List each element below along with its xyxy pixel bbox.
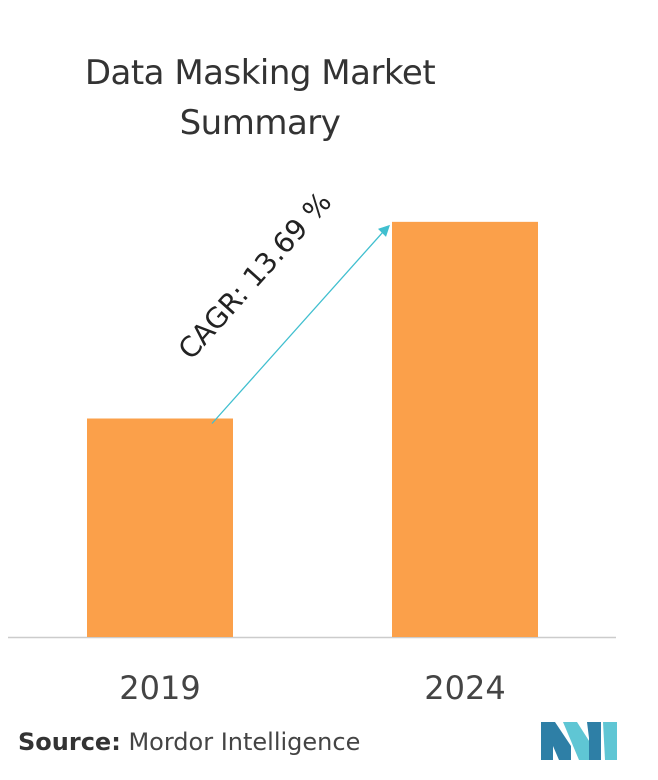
bar-chart: 2019 2024 CAGR: 13.69 % [8, 186, 616, 707]
x-tick-label-2024: 2024 [424, 669, 505, 707]
cagr-arrow-head [378, 224, 390, 237]
chart-title-line2: Summary [179, 103, 341, 143]
mordor-intelligence-logo-icon [541, 722, 617, 760]
cagr-arrow-line [211, 230, 385, 424]
bar-2024 [392, 221, 538, 637]
x-tick-label-2019: 2019 [119, 669, 200, 707]
chart-title: Data Masking Market Summary [60, 48, 460, 148]
source-label: Source: [18, 728, 121, 756]
cagr-annotation: CAGR: 13.69 % [172, 186, 338, 366]
source-text: Mordor Intelligence [128, 728, 361, 756]
chart-title-line1: Data Masking Market [84, 53, 436, 93]
source-note: Source: Mordor Intelligence [18, 728, 360, 756]
bar-2019 [87, 418, 233, 637]
